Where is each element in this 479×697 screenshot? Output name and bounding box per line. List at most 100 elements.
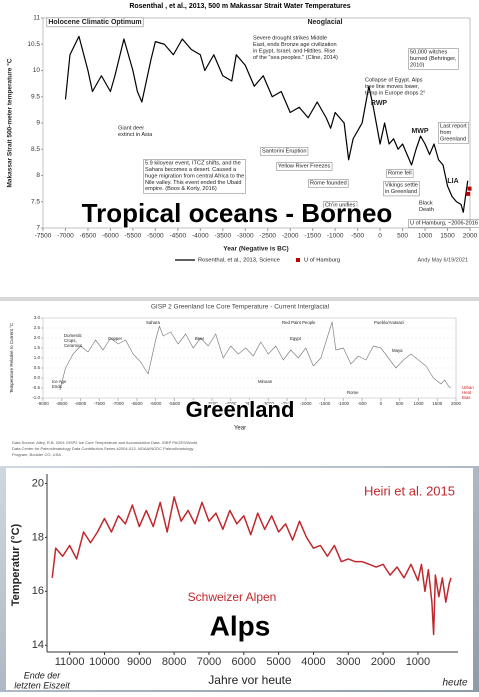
x-tick-label: 2000 bbox=[463, 233, 478, 240]
annotation: Ends bbox=[52, 384, 62, 389]
annotation: burned (Behringer, bbox=[410, 56, 457, 62]
chart-title: Heiri et al. 2015 bbox=[364, 483, 455, 498]
annotation: Holocene Climatic Optimum bbox=[48, 19, 141, 26]
x-tick-label: -6500 bbox=[131, 401, 143, 406]
annotation: LIA bbox=[447, 178, 458, 185]
x-tick-label: -500 bbox=[351, 233, 364, 240]
x-tick-label: 6000 bbox=[232, 656, 256, 668]
source-note: Data Source: Alley, R.B. 2004 GISP2 Ice … bbox=[12, 440, 197, 445]
annotation: Egypt bbox=[290, 336, 302, 341]
annotation: in Egypt, Israel, and Hittites. Rise bbox=[253, 48, 335, 54]
y-tick-label: 8 bbox=[36, 172, 40, 179]
y-tick-label: 2.5 bbox=[34, 325, 41, 330]
annotation: temp in Europe drops 2° bbox=[365, 90, 425, 96]
annotation: Collapse of Egypt. Alps bbox=[365, 77, 423, 83]
annotation: Copper bbox=[108, 336, 123, 341]
y-tick-label: 7.5 bbox=[31, 198, 40, 205]
point bbox=[466, 192, 470, 196]
annotation: from bbox=[440, 130, 452, 136]
source-note: Data Center for Paleoclimatology Data Co… bbox=[12, 446, 193, 451]
x-tick-label: -1000 bbox=[338, 401, 350, 406]
x-tick-label: -3000 bbox=[237, 233, 254, 240]
overlay-label: Alps bbox=[210, 610, 271, 641]
annotation: MWP bbox=[411, 128, 428, 135]
x-tick-label: -1500 bbox=[304, 233, 321, 240]
annotation: extinct in Asia bbox=[118, 132, 153, 138]
x-tick-label: 2000 bbox=[451, 401, 462, 406]
annotation: Ende der bbox=[24, 670, 62, 680]
y-tick-label: -0.5 bbox=[32, 385, 40, 390]
annotation: U of Hamburg, ~2006-2016 bbox=[410, 220, 478, 226]
y-tick-label: 18 bbox=[32, 531, 44, 543]
y-tick-label: 0.5 bbox=[34, 365, 41, 370]
x-tick-label: 8000 bbox=[162, 656, 186, 668]
annotation: Pueblo/Anasazi bbox=[374, 320, 404, 325]
annotation: Giant deer bbox=[118, 125, 144, 131]
x-tick-label: -6000 bbox=[150, 401, 162, 406]
annotation: of the "sea peoples." (Cline, 2014) bbox=[253, 55, 338, 61]
x-tick-label: -1500 bbox=[319, 401, 331, 406]
y-tick-label: 3.0 bbox=[34, 315, 41, 320]
x-tick-label: 5000 bbox=[266, 656, 290, 668]
annotation: empire. (Boos & Korty, 2016) bbox=[145, 186, 217, 192]
x-tick-label: -6500 bbox=[80, 233, 97, 240]
annotation: heute bbox=[442, 678, 467, 689]
x-tick-label: 9000 bbox=[127, 656, 151, 668]
y-tick-label: 14 bbox=[32, 639, 44, 651]
annotation: 5.9 kiloyear event, ITCZ shifts, and the bbox=[145, 160, 241, 166]
x-tick-label: 1000 bbox=[413, 401, 424, 406]
x-tick-label: 4000 bbox=[301, 656, 325, 668]
annotation: Minoan bbox=[258, 379, 273, 384]
series-label: Schweizer Alpen bbox=[188, 590, 277, 604]
overlay-label: Greenland bbox=[186, 397, 295, 422]
y-tick-label: 8.5 bbox=[31, 146, 40, 153]
y-tick-label: 10 bbox=[33, 67, 41, 74]
x-tick-label: 11000 bbox=[55, 656, 85, 668]
source-note: Program, Boulder CO, USA. bbox=[12, 452, 62, 457]
annotation: letzten Eiszeit bbox=[14, 681, 70, 691]
x-tick-label: -500 bbox=[358, 401, 368, 406]
y-tick-label: 9 bbox=[36, 120, 40, 127]
annotation: Black bbox=[419, 200, 433, 206]
x-tick-label: -8500 bbox=[56, 401, 68, 406]
x-tick-label: -4500 bbox=[170, 233, 187, 240]
x-tick-label: 1000 bbox=[406, 656, 430, 668]
y-tick-label: 0.0 bbox=[34, 375, 41, 380]
x-tick-label: -5500 bbox=[169, 401, 181, 406]
annotation: Santorini Eruption bbox=[262, 148, 306, 154]
x-tick-label: 0 bbox=[378, 233, 382, 240]
annotation: Red Paint People bbox=[282, 320, 316, 325]
annotation: Last report bbox=[440, 123, 467, 129]
annotation: Greenland bbox=[440, 136, 466, 142]
annotation: East, ends Bronze age civilization bbox=[253, 42, 337, 48]
annotation: RWP bbox=[371, 100, 388, 107]
annotation: Yellow River Freezes bbox=[278, 163, 331, 169]
x-tick-label: 7000 bbox=[197, 656, 221, 668]
x-tick-label: -7000 bbox=[112, 401, 124, 406]
x-tick-label: -2000 bbox=[282, 233, 299, 240]
annotation: Severe drought strikes Middle bbox=[253, 35, 327, 41]
x-tick-label: -1000 bbox=[327, 233, 344, 240]
x-tick-label: -9000 bbox=[37, 401, 49, 406]
x-tick-label: 1000 bbox=[418, 233, 433, 240]
annotation: Sahara becomes a desert. Caused a bbox=[145, 167, 237, 173]
annotation: Sahara bbox=[146, 320, 160, 325]
y-tick-label: 20 bbox=[32, 477, 44, 489]
credit: Andy May 6/19/2021 bbox=[418, 257, 468, 263]
y-tick-label: 2.0 bbox=[34, 335, 41, 340]
x-tick-label: -3500 bbox=[214, 233, 231, 240]
x-tick-label: -7500 bbox=[35, 233, 52, 240]
x-tick-label: -6000 bbox=[102, 233, 119, 240]
annotation: Death bbox=[419, 207, 434, 213]
y-tick-label: 1.0 bbox=[34, 355, 41, 360]
y-axis-label: Makassar Strait 500-meter temperature °C bbox=[6, 58, 14, 187]
annotation: Nile valley. This event ended the Ubaid bbox=[145, 180, 242, 186]
x-tick-label: 10000 bbox=[89, 656, 120, 668]
annotation: Vikings settle bbox=[385, 182, 418, 188]
annotation: Bias bbox=[462, 395, 470, 400]
point bbox=[468, 187, 472, 191]
legend-label: Rosenthal, et al., 2013, Science bbox=[198, 258, 280, 264]
x-tick-label: 2000 bbox=[371, 656, 395, 668]
x-tick-label: 500 bbox=[397, 233, 408, 240]
